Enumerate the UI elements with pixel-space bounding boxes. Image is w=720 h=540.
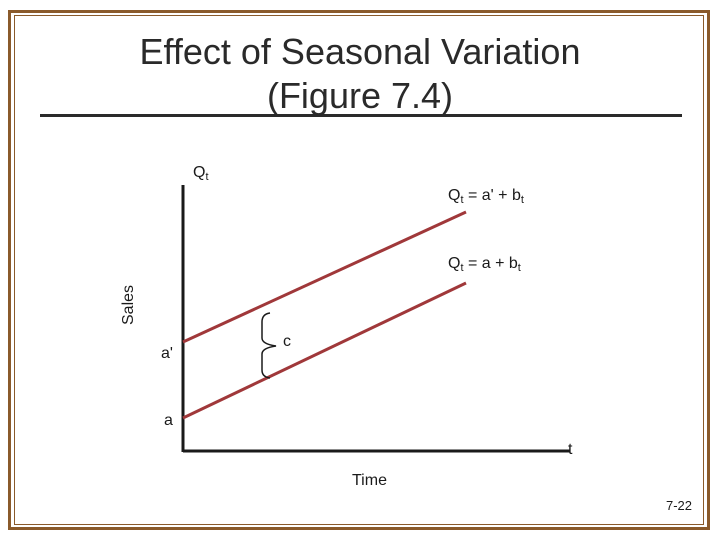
upper-line-equation: Qt = a' + bt xyxy=(448,187,524,206)
slide-inner-frame xyxy=(14,15,704,525)
lower-trend-line xyxy=(182,281,467,420)
intercept-lower-label: a xyxy=(164,412,173,429)
slide-number: 7-22 xyxy=(665,498,692,513)
y-axis-top-label: Qt xyxy=(193,164,209,183)
slide-title: Effect of Seasonal Variation xyxy=(139,31,581,72)
intercept-upper-label: a' xyxy=(161,345,173,362)
slide-subtitle: (Figure 7.4) xyxy=(266,75,454,116)
x-axis-label: Time xyxy=(352,472,387,489)
shift-brace xyxy=(261,312,277,379)
upper-trend-line xyxy=(182,210,467,344)
slide-outer-frame xyxy=(8,10,710,530)
x-axis-end-label: t xyxy=(568,441,573,458)
brace-label: c xyxy=(283,333,291,350)
y-axis-label: Sales xyxy=(120,284,137,325)
title-divider xyxy=(40,114,682,117)
lower-line-equation: Qt = a + bt xyxy=(448,255,521,274)
